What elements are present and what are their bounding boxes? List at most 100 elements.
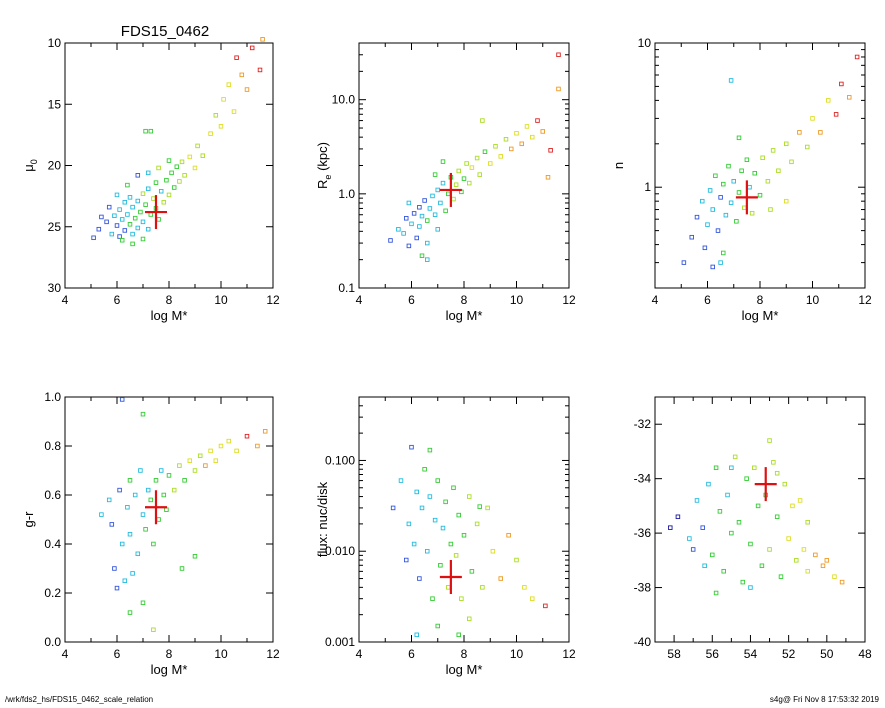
data-point: [530, 134, 535, 140]
data-point: [435, 227, 441, 232]
data-point: [725, 492, 730, 498]
data-point: [218, 443, 224, 449]
data-point: [203, 463, 208, 468]
data-point: [744, 157, 750, 163]
data-point: [790, 503, 795, 509]
data-point: [414, 235, 420, 241]
data-point: [438, 563, 443, 568]
y-tick-label: 1.0: [338, 187, 355, 201]
data-point: [192, 554, 198, 559]
data-point: [119, 217, 125, 222]
data-point: [713, 590, 719, 596]
data-point: [706, 481, 711, 487]
data-point: [200, 153, 206, 158]
x-tick-label: 6: [704, 293, 711, 307]
data-point: [127, 531, 133, 537]
y-tick-label: 0.100: [325, 453, 355, 467]
data-point: [705, 222, 710, 227]
x-tick-label: 8: [461, 647, 468, 661]
y-tick-label: 10: [638, 36, 652, 50]
data-point: [456, 632, 462, 638]
x-tick-label: 4: [652, 293, 659, 307]
x-tick-label: 10: [510, 647, 524, 661]
data-point: [195, 143, 200, 149]
y-tick-label: -34: [634, 472, 652, 486]
data-point: [419, 253, 425, 259]
data-point: [717, 509, 723, 514]
data-point: [854, 54, 860, 60]
data-point: [179, 566, 185, 571]
data-point: [145, 487, 151, 493]
data-point: [461, 176, 467, 181]
panel-radec: 58 56 54 52 50 48 -40 -38 -36 -34 -32: [634, 396, 872, 661]
data-point: [543, 603, 548, 609]
y-tick-label: -32: [634, 417, 652, 431]
data-point: [545, 175, 551, 180]
data-point: [446, 191, 451, 197]
data-point: [109, 231, 115, 237]
data-point: [522, 585, 527, 590]
data-point: [774, 514, 780, 520]
data-point: [556, 86, 561, 92]
data-point: [119, 397, 125, 402]
data-point: [114, 223, 120, 228]
data-point: [687, 536, 692, 541]
data-point: [456, 512, 462, 518]
data-point: [257, 67, 263, 73]
data-point: [117, 207, 122, 212]
data-point: [164, 177, 169, 183]
data-point: [448, 541, 454, 547]
data-point: [145, 226, 151, 232]
y-tick-label: 0.6: [44, 488, 61, 502]
data-point: [681, 260, 687, 265]
data-point: [451, 196, 456, 202]
axes-frame: [654, 396, 866, 643]
data-point: [832, 574, 837, 579]
data-point: [430, 596, 435, 601]
data-point: [218, 124, 224, 129]
x-tick-label: 52: [782, 647, 796, 661]
data-point: [390, 505, 396, 511]
data-point: [208, 448, 213, 454]
data-point: [702, 245, 708, 251]
data-point: [239, 72, 245, 78]
data-point: [127, 222, 133, 227]
data-point: [130, 241, 135, 247]
data-point: [721, 568, 726, 574]
x-tick-label: 10: [214, 647, 228, 661]
data-point: [425, 240, 430, 246]
data-point: [805, 144, 810, 150]
data-point: [477, 504, 483, 509]
data-point: [801, 547, 807, 552]
data-point: [749, 210, 755, 216]
y-tick-label: 25: [48, 220, 62, 234]
data-point: [810, 116, 815, 121]
data-point: [464, 161, 469, 166]
data-point: [752, 465, 757, 471]
data-point: [524, 124, 530, 129]
data-point: [132, 492, 138, 498]
data-point: [135, 173, 141, 178]
data-point: [736, 519, 742, 525]
x-tick-label: 12: [562, 293, 576, 307]
data-point: [244, 433, 250, 439]
data-point: [776, 168, 781, 174]
data-point: [125, 505, 130, 510]
x-tick-label: 8: [166, 647, 173, 661]
data-point: [729, 465, 734, 471]
data-point: [430, 193, 435, 199]
data-point: [145, 186, 151, 192]
x-tick-label: 8: [461, 293, 468, 307]
data-point: [728, 200, 734, 206]
data-point: [467, 494, 472, 499]
data-point: [156, 517, 161, 522]
data-point: [156, 217, 161, 222]
x-tick-label: 10: [510, 293, 524, 307]
data-point: [748, 585, 753, 590]
data-point: [148, 497, 154, 503]
data-point: [187, 154, 193, 160]
data-point: [166, 473, 172, 478]
data-point: [438, 200, 443, 206]
data-point: [161, 492, 167, 498]
y-axis-label: flux: nuc/disk: [315, 481, 330, 557]
